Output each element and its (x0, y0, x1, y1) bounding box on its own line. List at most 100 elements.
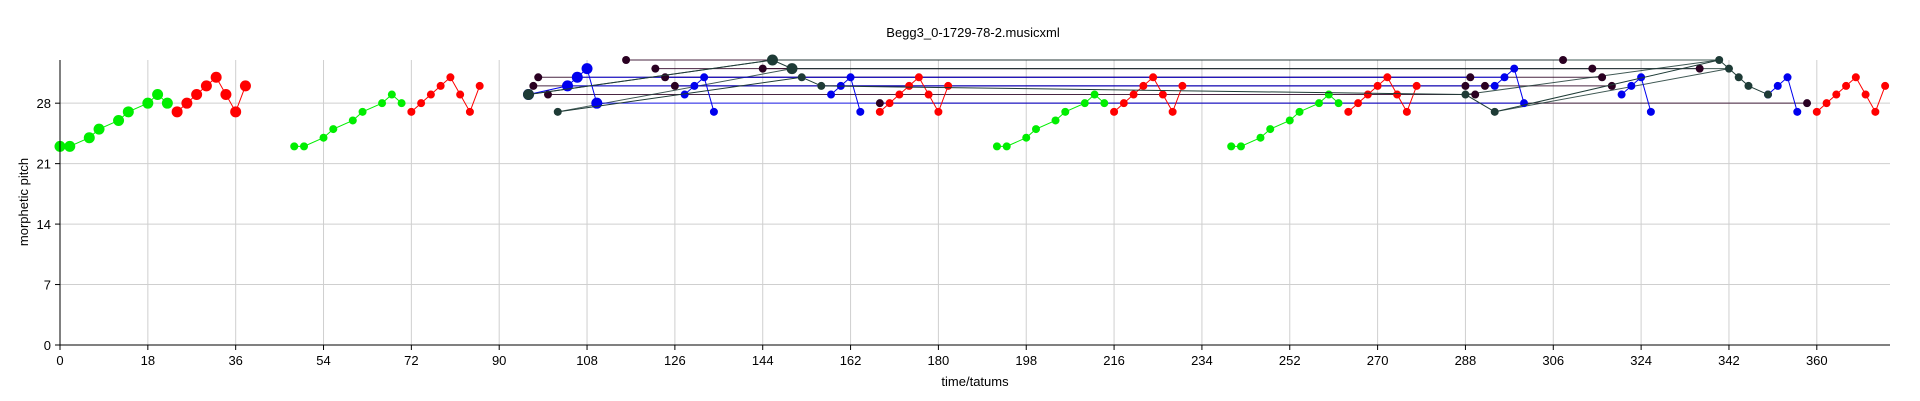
series-line (557, 59, 1769, 113)
data-point (1461, 90, 1470, 99)
data-point (407, 107, 416, 116)
data-point (1315, 99, 1324, 108)
series-0 (54, 89, 173, 152)
data-point (1080, 99, 1089, 108)
data-point (1393, 90, 1402, 99)
data-point (1842, 81, 1851, 90)
data-point (171, 106, 183, 118)
series-2 (290, 90, 406, 151)
data-point (122, 106, 134, 118)
data-point (1285, 116, 1294, 125)
series-7 (875, 73, 953, 116)
data-point (1500, 73, 1509, 82)
data-point (1871, 107, 1880, 116)
x-tick-label: 198 (1015, 353, 1037, 368)
x-tick-label: 36 (228, 353, 242, 368)
y-tick-label: 0 (44, 338, 51, 353)
data-point (181, 97, 193, 109)
series-11 (1344, 73, 1421, 116)
data-point (1793, 107, 1802, 116)
data-point (875, 99, 884, 108)
data-point (934, 107, 943, 116)
x-tick-label: 216 (1103, 353, 1125, 368)
x-tick-label: 72 (404, 353, 418, 368)
data-point (905, 81, 914, 90)
x-tick-label: 306 (1542, 353, 1564, 368)
data-point (1646, 107, 1655, 116)
data-point (875, 107, 884, 116)
data-point (581, 63, 593, 75)
x-tick-label: 162 (840, 353, 862, 368)
data-point (1051, 116, 1060, 125)
data-point (1373, 81, 1382, 90)
data-point (1168, 107, 1177, 116)
data-point (1158, 90, 1167, 99)
data-point (200, 80, 212, 92)
data-point (1773, 81, 1782, 90)
y-tick-label: 14 (37, 217, 51, 232)
data-point (670, 81, 679, 90)
data-point (1032, 125, 1040, 134)
data-point (417, 99, 426, 108)
data-point (1466, 73, 1475, 82)
data-point (300, 142, 308, 151)
data-point (1129, 90, 1138, 99)
data-point (553, 107, 562, 116)
data-point (230, 106, 242, 118)
data-point (436, 81, 445, 90)
data-point (1764, 90, 1772, 99)
data-point (1861, 90, 1870, 99)
data-point (1344, 107, 1353, 116)
data-point (152, 89, 164, 101)
data-point (1256, 133, 1265, 142)
x-tick-label: 180 (928, 353, 950, 368)
data-point (191, 89, 203, 101)
data-point (426, 90, 435, 99)
x-tick-label: 234 (1191, 353, 1213, 368)
data-point (161, 97, 173, 109)
series-3 (407, 73, 484, 116)
axes (59, 60, 1890, 346)
series-13 (1617, 73, 1655, 116)
data-point (1724, 64, 1733, 73)
data-point (1715, 56, 1724, 64)
data-point (1061, 107, 1070, 116)
data-point (397, 99, 406, 108)
y-axis-label: morphetic pitch (16, 158, 31, 246)
x-tick-label: 126 (664, 353, 686, 368)
chart-title: Begg3_0-1729-78-2.musicxml (886, 25, 1060, 40)
data-point (1149, 73, 1158, 82)
x-tick-label: 288 (1455, 353, 1477, 368)
connection-line (1494, 68, 1730, 113)
series-line (1767, 76, 1798, 112)
data-point (534, 73, 543, 82)
data-point (1559, 56, 1568, 64)
data-series (54, 54, 1890, 152)
data-point (387, 90, 396, 99)
data-point (1812, 107, 1821, 116)
data-point (827, 90, 836, 99)
data-point (1832, 90, 1841, 99)
data-point (992, 142, 1001, 151)
x-tick-label: 324 (1630, 353, 1652, 368)
data-point (1881, 81, 1890, 90)
x-tick-label: 108 (576, 353, 598, 368)
data-point (1490, 81, 1499, 90)
data-point (1471, 90, 1480, 99)
data-point (797, 73, 806, 82)
data-point (885, 99, 894, 108)
y-ticks: 0 7 14 21 28 (37, 96, 60, 353)
data-point (290, 142, 299, 151)
data-point (142, 97, 154, 109)
x-tick-label: 360 (1806, 353, 1828, 368)
data-point (1100, 99, 1109, 108)
data-point (1695, 64, 1704, 73)
data-point (856, 107, 865, 116)
data-point (1412, 81, 1421, 90)
data-point (690, 81, 699, 90)
data-point (1383, 73, 1392, 82)
series-18 (522, 54, 798, 101)
y-tick-label: 21 (37, 157, 51, 172)
data-point (1822, 99, 1831, 108)
